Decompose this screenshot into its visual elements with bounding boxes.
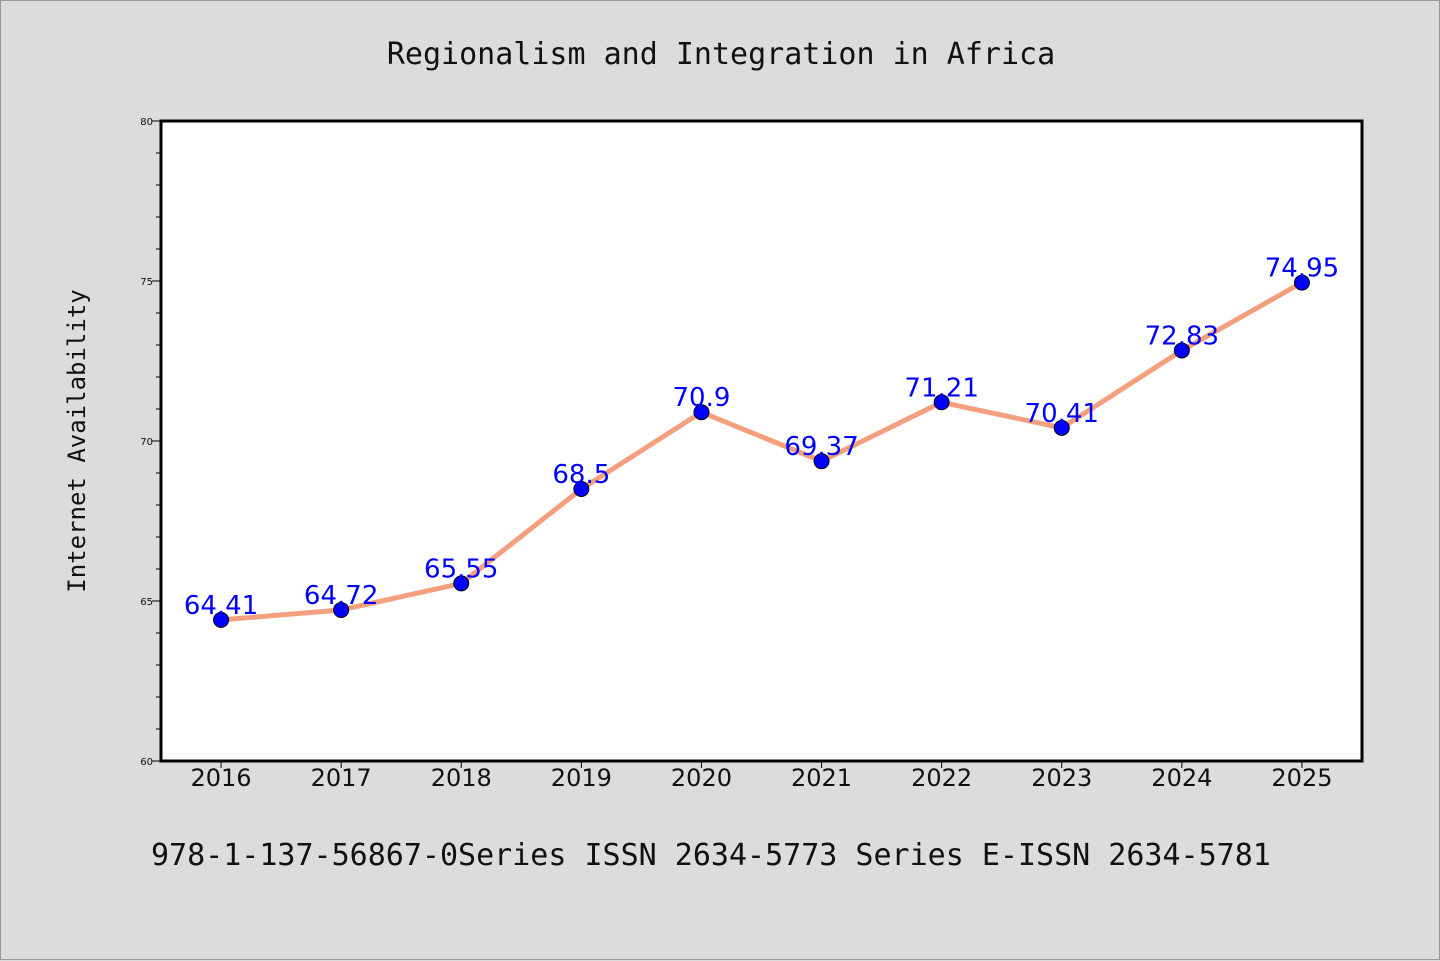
x-tick-label: 2017 — [311, 764, 372, 792]
data-point-label: 70.9 — [673, 383, 731, 413]
data-point-marker — [933, 394, 950, 411]
data-point-marker — [453, 575, 470, 592]
x-tick-label: 2021 — [791, 764, 852, 792]
data-point-label: 64.72 — [304, 581, 378, 611]
data-point-marker — [1053, 419, 1070, 436]
x-tick-label: 2020 — [671, 764, 732, 792]
series-line — [218, 280, 1305, 623]
x-tick-label: 2016 — [191, 764, 252, 792]
data-point-marker — [333, 601, 350, 618]
data-point-marker — [1293, 274, 1310, 291]
y-tick-label: 80 — [140, 117, 153, 128]
x-tick-label: 2024 — [1151, 764, 1212, 792]
data-point-label: 72.83 — [1145, 321, 1219, 351]
data-point-marker — [213, 611, 230, 628]
axis-ticks: 60 65 70 75 80 2016 2017 2018 2019 2020 2021 2022 20… — [140, 117, 1332, 792]
x-tick-label: 2018 — [431, 764, 492, 792]
data-series — [213, 274, 1310, 628]
data-point-label: 68.5 — [552, 460, 610, 490]
data-point-label: 64.41 — [184, 591, 258, 621]
y-tick-label: 65 — [140, 597, 153, 608]
data-point-marker — [573, 481, 590, 497]
y-tick-label: 60 — [140, 757, 153, 768]
x-tick-label: 2023 — [1031, 764, 1092, 792]
y-tick-label: 70 — [140, 437, 153, 448]
plot-frame — [159, 119, 1364, 763]
data-point-marker — [813, 453, 830, 470]
data-point-marker — [693, 404, 710, 421]
footer-isbn-text: 978-1-137-56867-0Series ISSN 2634-5773 S… — [151, 838, 1271, 873]
data-point-label: 69.37 — [784, 432, 858, 462]
chart-title: Regionalism and Integration in Africa — [387, 37, 1055, 72]
plot-area — [161, 121, 1362, 761]
data-point-label: 65.55 — [424, 554, 498, 584]
data-point-label: 71.21 — [904, 373, 978, 403]
data-point-label: 70.41 — [1025, 399, 1099, 429]
y-tick-label: 75 — [140, 277, 153, 288]
data-point-marker — [1173, 342, 1190, 359]
x-tick-label: 2025 — [1271, 764, 1332, 792]
x-tick-label: 2022 — [911, 764, 972, 792]
data-point-label: 74.95 — [1265, 254, 1339, 284]
data-labels: 64.41 64.72 65.55 68.5 70.9 69.37 71.21 70.41 72… — [184, 254, 1339, 621]
y-axis-label: Internet Availability — [63, 289, 91, 592]
x-tick-label: 2019 — [551, 764, 612, 792]
